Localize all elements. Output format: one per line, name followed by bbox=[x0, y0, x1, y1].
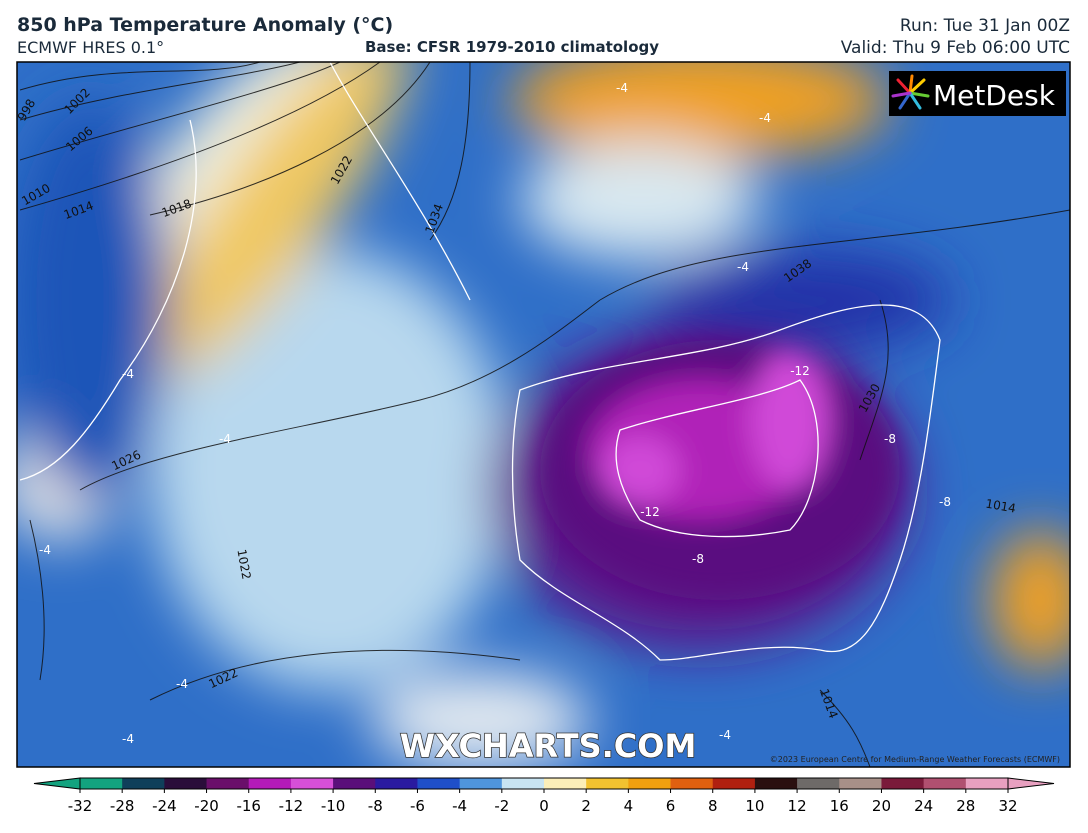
run: Run: Tue 31 Jan 00Z bbox=[899, 16, 1070, 36]
colorbar-tick-label: -28 bbox=[110, 797, 135, 815]
colorbar-arrow-low bbox=[33, 777, 81, 790]
contour-label: -4 bbox=[39, 543, 51, 557]
colorbar-segment bbox=[206, 778, 250, 789]
contour-label: -4 bbox=[122, 732, 134, 746]
colorbar-tick-label: 16 bbox=[830, 797, 849, 815]
base: Base: CFSR 1979-2010 climatology bbox=[365, 38, 660, 56]
colorbar-segment bbox=[881, 778, 925, 789]
contour-label: 1022 bbox=[234, 548, 253, 581]
colorbar-tick-label: 0 bbox=[539, 797, 549, 815]
contour-label: -8 bbox=[884, 432, 896, 446]
colorbar-tick-label: -10 bbox=[321, 797, 346, 815]
colorbar-tick-label: -8 bbox=[368, 797, 383, 815]
contour-label: -4 bbox=[759, 111, 771, 125]
contour-label: -4 bbox=[616, 81, 628, 95]
colorbar-segment bbox=[544, 778, 587, 789]
colorbar-segment bbox=[164, 778, 208, 789]
contour-label: 1014 bbox=[984, 497, 1017, 516]
colorbar-segment bbox=[712, 778, 756, 789]
colorbar-segment bbox=[670, 778, 714, 789]
colorbar-segment bbox=[797, 778, 840, 789]
contour-label: -8 bbox=[939, 495, 951, 509]
contour-label: -4 bbox=[176, 677, 188, 691]
watermark: WXCHARTS.COM bbox=[400, 727, 697, 765]
colorbar-tick-label: 6 bbox=[666, 797, 676, 815]
colorbar-segment bbox=[754, 778, 798, 789]
colorbar-tick-label: 28 bbox=[956, 797, 975, 815]
colorbar-tick-label: -24 bbox=[152, 797, 177, 815]
colorbar-segment bbox=[459, 778, 503, 789]
contour-label: -8 bbox=[692, 552, 704, 566]
colorbar-segment bbox=[333, 778, 376, 789]
contour-label: -4 bbox=[719, 728, 731, 742]
colorbar-segment bbox=[122, 778, 165, 789]
colorbar-tick-label: -16 bbox=[236, 797, 261, 815]
colorbar-tick-label: 12 bbox=[788, 797, 807, 815]
copyright: ©2023 European Centre for Medium-Range W… bbox=[770, 755, 1060, 764]
contour-label: -4 bbox=[737, 260, 749, 274]
colorbar-tick-label: 2 bbox=[581, 797, 591, 815]
model: ECMWF HRES 0.1° bbox=[17, 38, 165, 57]
colorbar-segment bbox=[290, 778, 334, 789]
colorbar-tick-label: 20 bbox=[872, 797, 891, 815]
logo-icon bbox=[891, 74, 930, 110]
colorbar-segment bbox=[628, 778, 672, 789]
colorbar-tick-label: -20 bbox=[194, 797, 219, 815]
logo: MetDesk bbox=[933, 79, 1056, 112]
colorbar-tick-label: -12 bbox=[279, 797, 304, 815]
colorbar-segment bbox=[501, 778, 545, 789]
colorbar-tick-label: 4 bbox=[624, 797, 634, 815]
colorbar-tick-label: 24 bbox=[914, 797, 933, 815]
colorbar-tick-label: 10 bbox=[745, 797, 764, 815]
colorbar-tick-label: 32 bbox=[998, 797, 1017, 815]
colorbar-tick-label: -2 bbox=[494, 797, 509, 815]
colorbar-segment bbox=[80, 778, 123, 789]
field bbox=[17, 62, 1070, 767]
colorbar-segment bbox=[417, 778, 461, 789]
colorbar-tick-label: -6 bbox=[410, 797, 425, 815]
colorbar-tick-label: -4 bbox=[452, 797, 467, 815]
title: 850 hPa Temperature Anomaly (°C) bbox=[17, 14, 394, 36]
map-frame bbox=[16, 61, 1071, 768]
colorbar-tick-label: 8 bbox=[708, 797, 718, 815]
contour-label: -12 bbox=[640, 505, 660, 519]
colorbar-tick-label: -32 bbox=[68, 797, 93, 815]
colorbar-segment bbox=[923, 778, 967, 789]
colorbar-segment bbox=[248, 778, 292, 789]
colorbar-segment bbox=[586, 778, 629, 789]
contour-label: -12 bbox=[790, 364, 810, 378]
colorbar-segment bbox=[965, 778, 1009, 789]
colorbar-segment bbox=[839, 778, 882, 789]
contour-label: -4 bbox=[219, 432, 231, 446]
contour-label: -4 bbox=[122, 367, 134, 381]
valid: Valid: Thu 9 Feb 06:00 UTC bbox=[840, 38, 1070, 58]
colorbar-segment bbox=[375, 778, 418, 789]
colorbar-arrow-high bbox=[1007, 777, 1055, 790]
